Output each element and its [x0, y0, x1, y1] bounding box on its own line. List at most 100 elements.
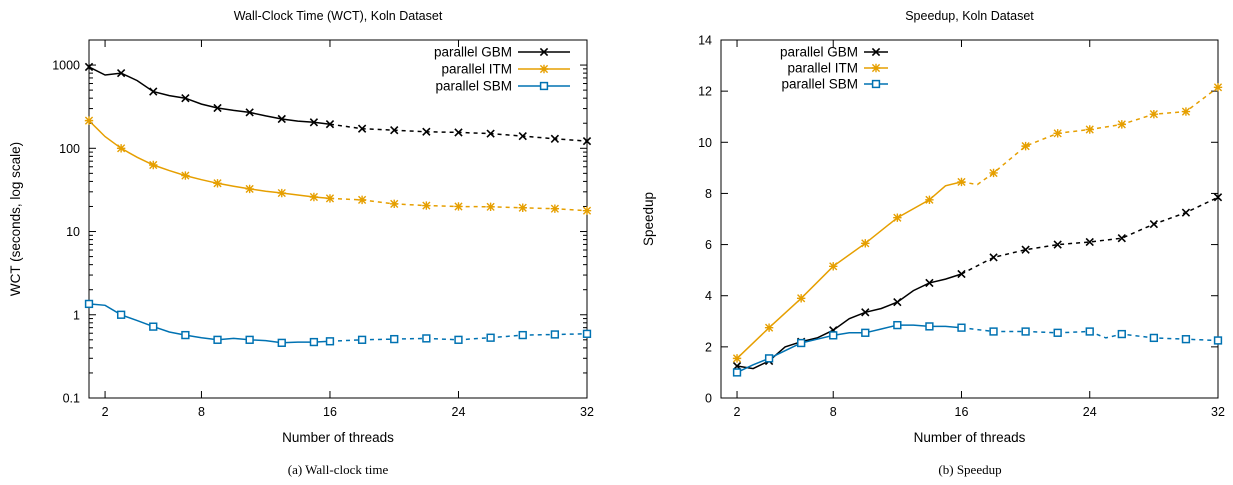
data-point — [893, 213, 902, 222]
data-point — [1085, 125, 1094, 134]
data-point — [829, 262, 838, 271]
y-tick-label: 4 — [705, 289, 712, 303]
data-point — [486, 333, 495, 342]
data-point — [1149, 219, 1159, 229]
series-parallel-gbm — [732, 193, 1223, 371]
data-point — [357, 335, 367, 344]
data-point — [181, 171, 190, 180]
data-point — [1181, 208, 1191, 217]
wct-chart: Wall-Clock Time (WCT), Koln Dataset 0.1 1 1… — [8, 9, 594, 477]
legend-item-parallel-itm: parallel ITM — [787, 61, 888, 76]
data-point — [149, 160, 158, 170]
plot-frame — [88, 39, 588, 399]
data-point — [796, 294, 806, 303]
plot-frame — [720, 39, 1219, 399]
data-point — [181, 94, 190, 103]
data-point — [309, 337, 319, 347]
data-point — [925, 195, 934, 205]
data-point — [309, 118, 319, 127]
series-line-dashed — [961, 326, 1219, 342]
data-point — [422, 127, 431, 136]
data-point — [925, 322, 934, 331]
data-point — [325, 337, 335, 346]
data-point — [989, 168, 998, 178]
data-point — [454, 202, 463, 211]
y-tick-label: 1000 — [52, 59, 80, 73]
legend-label: parallel SBM — [435, 79, 512, 94]
legend-marker — [539, 64, 549, 74]
legend-item-parallel-sbm: parallel SBM — [435, 79, 570, 94]
data-point — [518, 203, 527, 212]
legend: parallel GBM parallel ITM parallel SBM — [434, 45, 570, 94]
y-tick-label: 6 — [705, 238, 712, 252]
series-line-solid — [736, 324, 962, 374]
data-point — [1021, 245, 1030, 254]
legend-marker — [539, 81, 549, 91]
legend-label: parallel GBM — [780, 45, 858, 60]
data-point — [893, 320, 902, 330]
data-point — [1085, 327, 1094, 336]
x-tick-label: 8 — [830, 405, 837, 419]
y-tick-label: 10 — [66, 225, 80, 239]
data-point — [550, 204, 560, 213]
data-point — [1021, 141, 1030, 151]
data-point — [732, 368, 742, 377]
data-point — [1053, 328, 1062, 337]
data-point — [149, 87, 158, 96]
y-tick-label: 0 — [705, 392, 712, 406]
data-point — [1021, 327, 1030, 336]
x-axis-label: Number of threads — [282, 430, 394, 445]
data-point — [325, 194, 335, 203]
data-point — [1117, 329, 1126, 339]
y-tick-label: 100 — [59, 142, 80, 156]
data-point — [181, 330, 190, 340]
legend-item-parallel-gbm: parallel GBM — [434, 45, 570, 60]
data-point — [1085, 237, 1094, 247]
data-point — [861, 328, 870, 337]
series-parallel-gbm — [84, 62, 592, 146]
figure-caption: (b) Speedup — [938, 462, 1001, 477]
data-point — [829, 331, 838, 340]
chart-title: Wall-Clock Time (WCT), Koln Dataset — [234, 9, 443, 23]
y-tick-label: 1 — [73, 308, 80, 322]
x-tick-label: 16 — [955, 405, 969, 419]
series-line-dashed — [961, 196, 1219, 275]
series-line-solid — [88, 66, 331, 125]
data-point — [1117, 120, 1127, 129]
data-point — [1053, 240, 1062, 249]
series-parallel-itm — [84, 116, 592, 215]
y-tick-label: 14 — [698, 34, 712, 48]
legend-item-parallel-itm: parallel ITM — [441, 62, 570, 77]
data-point — [390, 334, 399, 344]
data-point — [550, 330, 560, 339]
legend-item-parallel-sbm: parallel SBM — [781, 77, 888, 92]
data-point — [277, 114, 286, 124]
data-point — [582, 136, 592, 146]
data-point — [277, 188, 286, 198]
data-point — [861, 239, 870, 248]
data-point — [957, 177, 966, 187]
data-point — [861, 308, 870, 317]
data-point — [957, 323, 966, 332]
data-point — [213, 179, 222, 188]
x-tick-label: 24 — [1083, 405, 1097, 419]
x-tick-label: 32 — [580, 405, 594, 419]
data-point — [390, 126, 399, 135]
data-point — [1181, 107, 1191, 116]
figure-caption: (a) Wall-clock time — [288, 462, 389, 477]
legend-marker — [871, 47, 881, 57]
data-point — [357, 195, 367, 205]
legend-label: parallel SBM — [781, 77, 858, 92]
data-point — [1213, 193, 1223, 202]
data-point — [245, 335, 254, 344]
data-point — [422, 334, 431, 343]
series-parallel-sbm — [732, 320, 1223, 377]
series-parallel-itm — [732, 83, 1223, 363]
legend-label: parallel ITM — [787, 61, 858, 76]
series-line-solid — [88, 303, 331, 344]
data-point — [149, 322, 158, 331]
legend-marker — [871, 79, 881, 89]
